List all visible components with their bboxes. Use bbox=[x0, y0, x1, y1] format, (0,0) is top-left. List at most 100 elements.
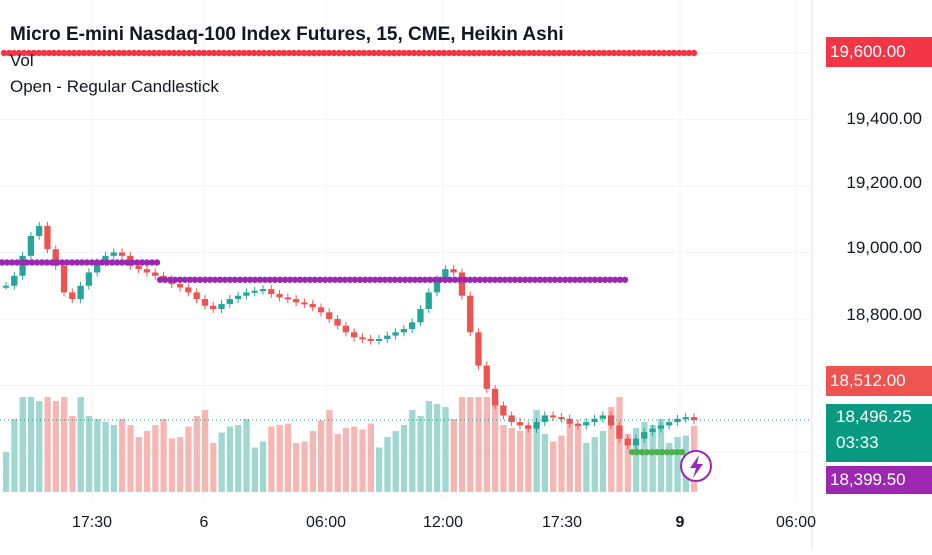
volume-bar bbox=[268, 426, 275, 492]
resistance-level-dot bbox=[0, 49, 8, 57]
open-level-dot bbox=[153, 259, 161, 266]
volume-bar bbox=[168, 438, 176, 492]
resistance-level-dot bbox=[610, 49, 618, 57]
resistance-level-dot bbox=[465, 49, 473, 57]
open-level-dot bbox=[341, 276, 349, 283]
candle-body bbox=[94, 262, 101, 273]
volume-bar bbox=[243, 419, 250, 492]
resistance-level-dot bbox=[285, 49, 293, 57]
candle-body bbox=[309, 304, 316, 308]
resistance-level-dot bbox=[290, 49, 298, 57]
open-level-dot bbox=[48, 259, 56, 266]
resistance-level-dot bbox=[585, 49, 593, 57]
open-level-dot bbox=[581, 276, 589, 283]
price-axis[interactable]: 19,600.00 19,400.00 19,200.00 19,000.00 … bbox=[814, 0, 932, 550]
open-level-dot bbox=[3, 259, 11, 266]
candle-body bbox=[351, 332, 358, 338]
volume-bar bbox=[309, 431, 316, 492]
open-level-dot bbox=[276, 276, 284, 283]
volume-bar bbox=[467, 397, 474, 492]
candle-body bbox=[500, 405, 507, 416]
resistance-level-dot bbox=[30, 49, 38, 57]
open-level-dot bbox=[43, 259, 51, 266]
resistance-level-dot bbox=[525, 49, 533, 57]
volume-bar bbox=[533, 410, 540, 492]
resistance-level-dot bbox=[135, 49, 143, 57]
symbol-title[interactable]: Micro E-mini Nasdaq-100 Index Futures, 1… bbox=[10, 24, 564, 45]
volume-bar bbox=[475, 397, 482, 492]
resistance-level-dot bbox=[35, 49, 43, 57]
volume-bar bbox=[251, 447, 258, 492]
resistance-level-dot bbox=[605, 49, 613, 57]
candle-body bbox=[85, 272, 93, 286]
resistance-level-dot bbox=[265, 49, 273, 57]
open-level-dot bbox=[386, 276, 394, 283]
resistance-level-dot bbox=[600, 49, 608, 57]
candle-body bbox=[19, 255, 26, 276]
volume-indicator-label[interactable]: Vol bbox=[10, 51, 34, 70]
resistance-level-dot bbox=[110, 49, 118, 57]
time-label: 12:00 bbox=[422, 514, 464, 531]
candle-body bbox=[226, 299, 233, 305]
open-level-dot bbox=[13, 259, 21, 266]
open-level-dot bbox=[123, 259, 131, 266]
volume-bar bbox=[458, 397, 466, 492]
volume-bar bbox=[119, 419, 126, 492]
open-level-dot bbox=[511, 276, 519, 283]
volume-bar bbox=[400, 425, 408, 492]
resistance-level-dot bbox=[400, 49, 408, 57]
candle-body bbox=[674, 418, 681, 423]
resistance-level-dot bbox=[100, 49, 108, 57]
price-label: 19,000.00 bbox=[846, 238, 922, 257]
resistance-level-dot bbox=[625, 49, 633, 57]
volume-bar bbox=[492, 397, 499, 492]
candle-body bbox=[201, 299, 209, 306]
candle-body bbox=[516, 422, 524, 426]
candle-body bbox=[632, 438, 640, 446]
candle-body bbox=[574, 423, 582, 426]
resistance-level-dot bbox=[230, 49, 238, 57]
resistance-level-dot bbox=[365, 49, 373, 57]
support-level-dot bbox=[653, 448, 661, 456]
open-level-dot bbox=[326, 276, 334, 283]
time-label-day: 9 bbox=[675, 514, 685, 531]
volume-bar bbox=[127, 425, 134, 492]
resistance-level-dot bbox=[95, 49, 103, 57]
resistance-level-dot bbox=[500, 49, 508, 57]
resistance-level-dot bbox=[460, 49, 468, 57]
resistance-level-dot bbox=[560, 49, 568, 57]
candle-body bbox=[566, 418, 573, 424]
volume-bar bbox=[641, 422, 648, 492]
resistance-level-dot bbox=[15, 49, 23, 57]
resistance-level-dot bbox=[20, 49, 28, 57]
resistance-level-dot bbox=[255, 49, 263, 57]
volume-bar bbox=[550, 441, 557, 492]
volume-bar bbox=[566, 420, 573, 492]
open-level-dot bbox=[63, 259, 71, 266]
open-indicator-label[interactable]: Open - Regular Candlestick bbox=[10, 77, 219, 96]
lightning-icon bbox=[690, 455, 703, 478]
resistance-level-dot bbox=[130, 49, 138, 57]
candle-body bbox=[102, 255, 109, 263]
bar-countdown: 03:33 bbox=[836, 433, 879, 452]
volume-bar bbox=[152, 425, 159, 492]
volume-bar bbox=[525, 425, 532, 492]
open-level-dot bbox=[456, 276, 464, 283]
candle-body bbox=[475, 332, 482, 366]
resistance-level-dot bbox=[490, 49, 498, 57]
support-level-dot bbox=[678, 448, 686, 456]
resistance-level-dot bbox=[5, 49, 13, 57]
volume-bar bbox=[94, 419, 101, 492]
candle-body bbox=[409, 322, 416, 329]
candle-body bbox=[110, 252, 117, 256]
resistance-level-dot bbox=[520, 49, 528, 57]
volume-bar bbox=[376, 447, 383, 492]
volume-bar bbox=[193, 416, 200, 492]
resistance-level-dot bbox=[145, 49, 153, 57]
open-level-dot bbox=[93, 259, 101, 266]
open-level-dot bbox=[451, 276, 459, 283]
open-level-dot bbox=[491, 276, 499, 283]
resistance-level-dot bbox=[385, 49, 393, 57]
